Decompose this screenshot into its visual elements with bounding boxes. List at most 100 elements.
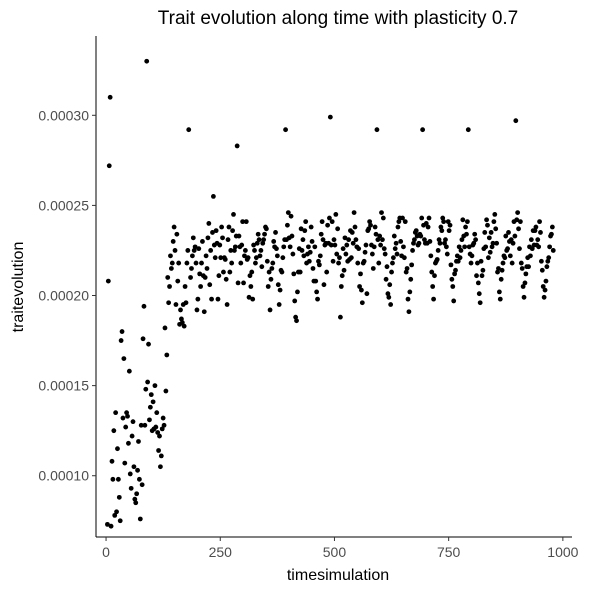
data-point [159,426,165,432]
data-point [227,269,233,275]
data-point [468,260,474,266]
data-point [440,215,446,221]
data-point [378,242,383,248]
data-point [483,244,489,250]
data-point [316,262,322,268]
data-point [523,271,529,277]
data-point [309,239,315,244]
data-point [320,237,326,243]
data-point [482,230,488,235]
data-point [202,275,208,280]
data-point [538,258,544,264]
data-point [407,289,413,295]
data-point [241,280,246,286]
data-point [166,300,172,306]
data-point [408,276,414,282]
data-point [148,392,154,398]
data-point [274,246,279,252]
data-point [143,386,149,392]
data-point [253,255,259,261]
data-point [428,253,434,259]
data-point [228,248,234,253]
data-point [367,219,373,225]
data-point [263,226,269,232]
data-point [242,248,248,253]
data-point [208,248,214,253]
data-point [186,127,192,133]
data-point [205,235,211,241]
data-point [138,422,144,428]
data-point [449,276,455,282]
data-point [116,494,122,500]
data-point [275,282,281,288]
data-point [332,242,338,248]
data-point [160,415,166,421]
data-point [110,476,116,482]
data-point [306,244,311,250]
data-point [460,217,466,223]
data-point [234,143,240,149]
data-point [374,127,380,133]
data-point [126,368,132,374]
data-point [258,248,264,253]
data-point [437,240,443,246]
data-point [137,516,143,522]
data-point [549,231,554,237]
data-point [267,307,273,313]
data-point [452,271,457,277]
x-axis-ticks: 0 250 500 750 1000 [102,537,579,560]
data-point [154,410,160,416]
y-axis-ticks: 0.00010 0.00015 0.00020 0.00025 0.00030 [38,107,96,484]
data-point [528,237,534,243]
data-point [479,273,485,279]
data-point [238,260,244,266]
data-point [429,269,435,275]
data-point [493,226,499,232]
data-point [522,280,528,286]
data-point [168,253,173,259]
data-point [249,269,255,275]
data-point [377,233,383,239]
data-point [363,242,369,248]
data-point [235,280,241,286]
data-point [270,260,276,266]
data-point [108,523,114,529]
data-point [136,439,141,444]
data-point [410,248,415,253]
data-point [219,224,225,230]
data-point [340,246,346,252]
data-point [359,300,365,306]
data-point [182,284,188,289]
data-point [268,276,274,282]
data-point [331,237,337,243]
data-point [121,356,127,361]
data-point [337,255,342,261]
data-point [450,284,456,289]
data-point [405,296,411,302]
data-point [294,318,299,324]
data-point [221,269,226,275]
data-point [349,230,355,235]
data-point [246,294,252,300]
data-point [195,296,201,302]
data-point [229,260,235,266]
data-point [392,246,398,252]
data-point [398,239,404,244]
data-point [376,260,382,266]
data-point [207,282,213,288]
data-point [157,433,162,439]
data-point [336,260,341,266]
data-point [283,127,288,133]
data-point [204,266,210,271]
data-point [163,388,169,394]
data-point [222,257,228,262]
data-point [498,276,504,282]
data-point [212,255,218,261]
data-point [271,239,277,244]
data-point [197,271,203,277]
data-point [390,255,396,261]
data-point [135,467,140,473]
data-point [220,235,225,241]
data-point [125,413,130,419]
data-point [372,224,378,230]
